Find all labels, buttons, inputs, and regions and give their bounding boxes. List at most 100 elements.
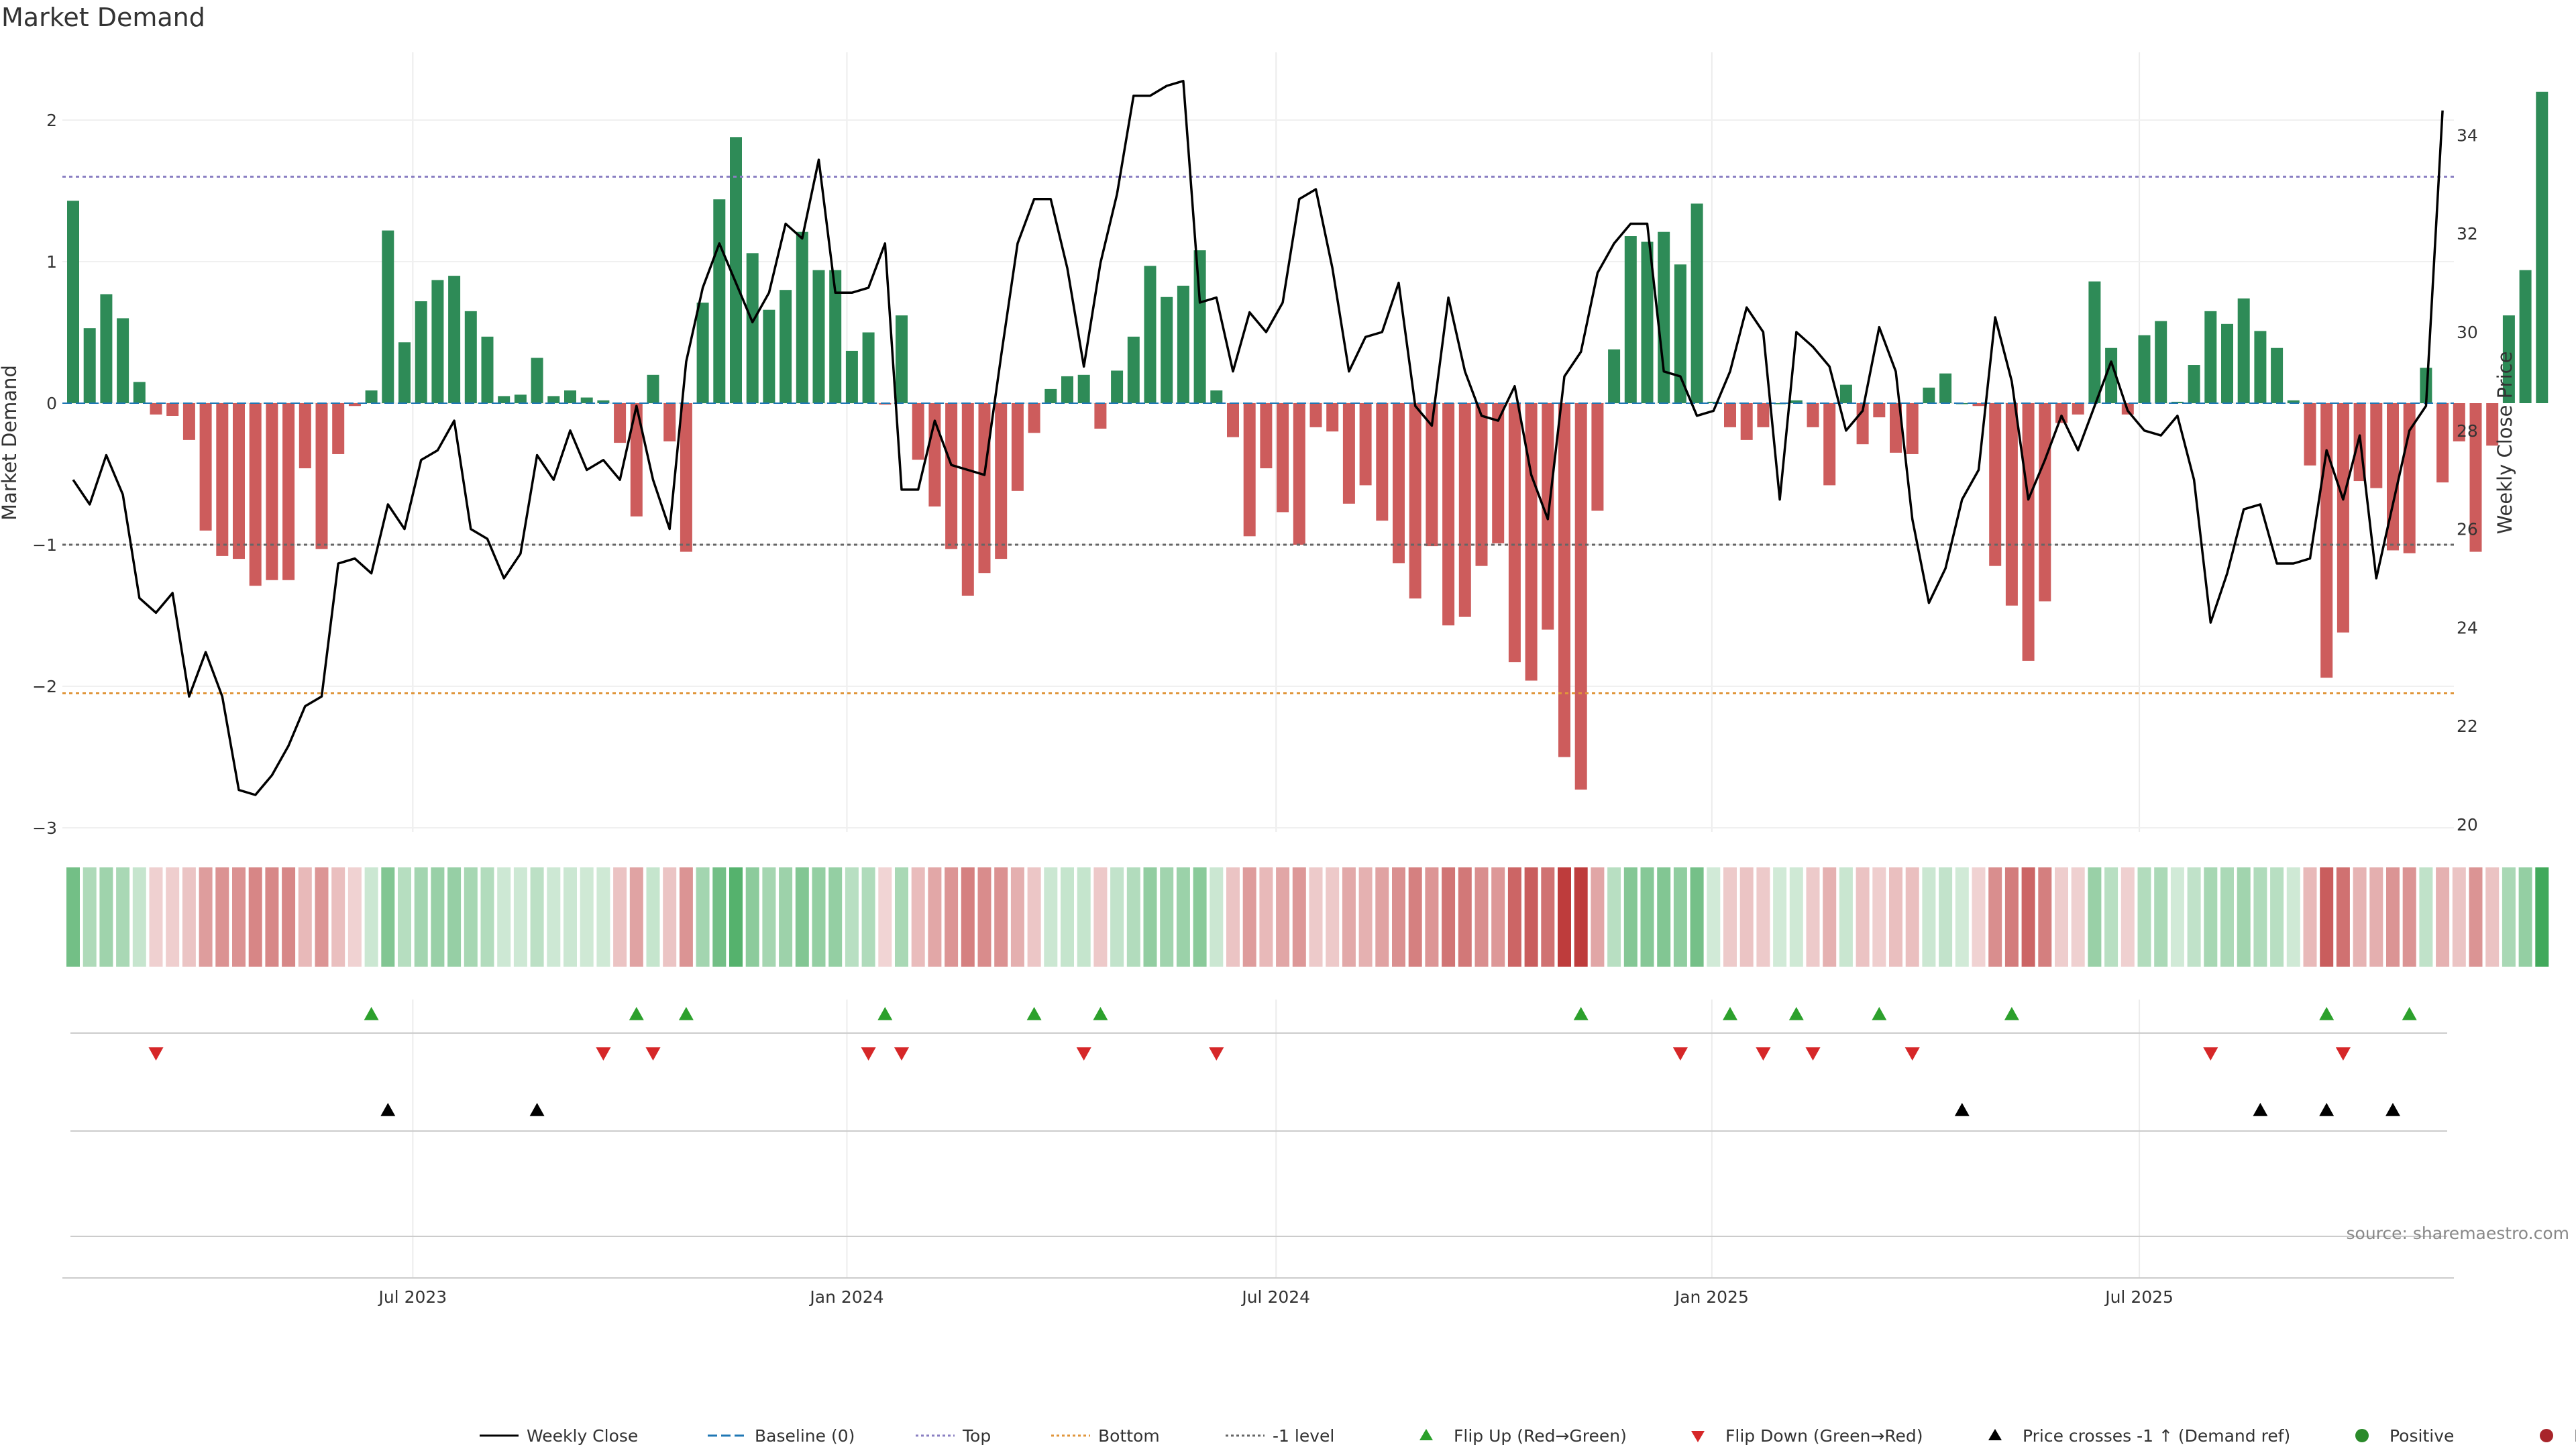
- demand-bar: [547, 396, 560, 403]
- heatmap-cell: [564, 867, 577, 967]
- heatmap-cell: [745, 867, 759, 967]
- demand-bar: [1144, 266, 1157, 403]
- heatmap-cell: [2154, 867, 2168, 967]
- demand-bar: [133, 382, 146, 403]
- heatmap-cell: [1093, 867, 1108, 967]
- demand-bar: [514, 394, 527, 403]
- flip-down-marker: [1209, 1047, 1224, 1061]
- heatmap-cell: [1673, 867, 1687, 967]
- heatmap-cell: [2088, 867, 2102, 967]
- legend-item: Negative: [2540, 1426, 2576, 1446]
- demand-bar: [1044, 388, 1057, 403]
- legend-label: Flip Down (Green→Red): [1725, 1426, 1923, 1446]
- heatmap-cell: [232, 867, 246, 967]
- demand-bar: [2138, 335, 2151, 403]
- heatmap-cell: [1027, 867, 1041, 967]
- demand-bar: [1409, 403, 1421, 599]
- demand-bar: [1326, 403, 1339, 432]
- legend-label: Weekly Close: [527, 1426, 638, 1446]
- demand-bars: [67, 91, 2548, 790]
- legend-swatch: [2540, 1429, 2553, 1442]
- right-tick-label: 34: [2457, 125, 2478, 145]
- demand-bar: [2370, 403, 2383, 488]
- demand-bar: [2502, 315, 2515, 403]
- legend-item: Weekly Close: [480, 1426, 638, 1446]
- heatmap-cell: [2535, 867, 2549, 967]
- heatmap-cell: [2436, 867, 2450, 967]
- left-tick-label: 0: [46, 394, 57, 413]
- heatmap-cell: [1160, 867, 1174, 967]
- heatmap-cell: [1823, 867, 1837, 967]
- x-tick-label: Jul 2024: [1240, 1287, 1310, 1307]
- demand-bar: [2304, 403, 2316, 466]
- flip-up-marker: [1872, 1007, 1887, 1020]
- demand-bar: [299, 403, 311, 469]
- demand-bar: [1923, 387, 1935, 403]
- legend-label: Negative: [2574, 1426, 2576, 1446]
- x-tick-label: Jul 2023: [377, 1287, 447, 1307]
- heatmap-cell: [2170, 867, 2184, 967]
- source-note: source: sharemaestro.com: [2347, 1224, 2570, 1243]
- heatmap-cell: [1939, 867, 1953, 967]
- left-tick-label: 2: [46, 111, 57, 130]
- price-cross-marker: [2319, 1103, 2334, 1116]
- heatmap-cell: [480, 867, 494, 967]
- heatmap-cell: [2055, 867, 2068, 967]
- flip-up-marker: [1723, 1007, 1737, 1020]
- flip-up-marker: [2004, 1007, 2019, 1020]
- heatmap-cell: [66, 867, 80, 967]
- heatmap-cell: [696, 867, 710, 967]
- demand-bar: [1227, 403, 1239, 437]
- heatmap-cell: [99, 867, 113, 967]
- heatmap-cell: [1988, 867, 2002, 967]
- heatmap-cell: [2469, 867, 2483, 967]
- demand-bar: [829, 270, 842, 403]
- heatmap-cell: [1458, 867, 1472, 967]
- right-tick-label: 24: [2457, 618, 2478, 637]
- demand-bar: [2188, 365, 2200, 403]
- flip-down-marker: [1805, 1047, 1821, 1061]
- demand-bar: [1442, 403, 1455, 626]
- weekly-close-line: [72, 79, 2444, 796]
- demand-bar: [166, 403, 179, 416]
- heatmap-cell: [2353, 867, 2367, 967]
- flip-down-marker: [2335, 1047, 2351, 1061]
- heatmap-cell: [1972, 867, 1986, 967]
- demand-bar: [2469, 403, 2482, 552]
- heatmap-cell: [762, 867, 776, 967]
- demand-bar: [1277, 403, 1289, 513]
- demand-bar: [1508, 403, 1521, 663]
- heatmap-cell: [1872, 867, 1886, 967]
- grid-layer: [62, 52, 2454, 1278]
- heatmap-cell: [2402, 867, 2416, 967]
- heatmap-cell: [1210, 867, 1224, 967]
- demand-bar: [2039, 403, 2051, 602]
- demand-bar: [1873, 403, 1886, 418]
- demand-bar: [2287, 400, 2300, 403]
- demand-bar: [663, 403, 676, 441]
- heatmap-cell: [2071, 867, 2085, 967]
- heatmap-cell: [977, 867, 991, 967]
- heatmap-cell: [2320, 867, 2334, 967]
- heatmap-cell: [331, 867, 345, 967]
- heatmap-cell: [596, 867, 610, 967]
- legend-item: Flip Down (Green→Red): [1691, 1426, 1923, 1446]
- heatmap-cell: [447, 867, 462, 967]
- demand-bar: [2022, 403, 2035, 661]
- demand-bar: [614, 403, 627, 443]
- flip-down-marker: [861, 1047, 876, 1061]
- heatmap-cell: [1010, 867, 1024, 967]
- demand-bar: [1260, 403, 1273, 469]
- heatmap-cell: [215, 867, 229, 967]
- legend-swatch: [1691, 1431, 1705, 1442]
- demand-bar: [2072, 403, 2084, 415]
- heatmap-cell: [1756, 867, 1770, 967]
- heatmap-cell: [1591, 867, 1605, 967]
- legend-label: Positive: [2390, 1426, 2454, 1446]
- heatmap-cell: [613, 867, 627, 967]
- demand-bar: [845, 350, 858, 403]
- flip-down-marker: [1672, 1047, 1688, 1061]
- heatmap-cell: [547, 867, 561, 967]
- heatmap-cell: [2485, 867, 2500, 967]
- demand-bar: [597, 400, 610, 403]
